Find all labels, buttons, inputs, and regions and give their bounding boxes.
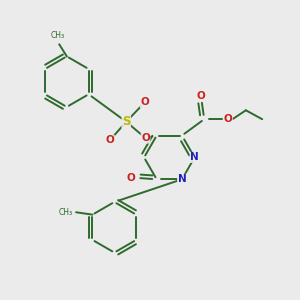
Text: O: O <box>126 173 135 183</box>
Text: O: O <box>197 91 206 101</box>
Text: N: N <box>190 152 199 162</box>
Text: O: O <box>224 114 232 124</box>
Text: CH₃: CH₃ <box>50 31 64 40</box>
Text: O: O <box>106 135 114 145</box>
Text: O: O <box>141 133 150 143</box>
Text: N: N <box>178 174 186 184</box>
Text: O: O <box>140 98 149 107</box>
Text: S: S <box>122 115 130 128</box>
Text: CH₃: CH₃ <box>59 208 73 217</box>
